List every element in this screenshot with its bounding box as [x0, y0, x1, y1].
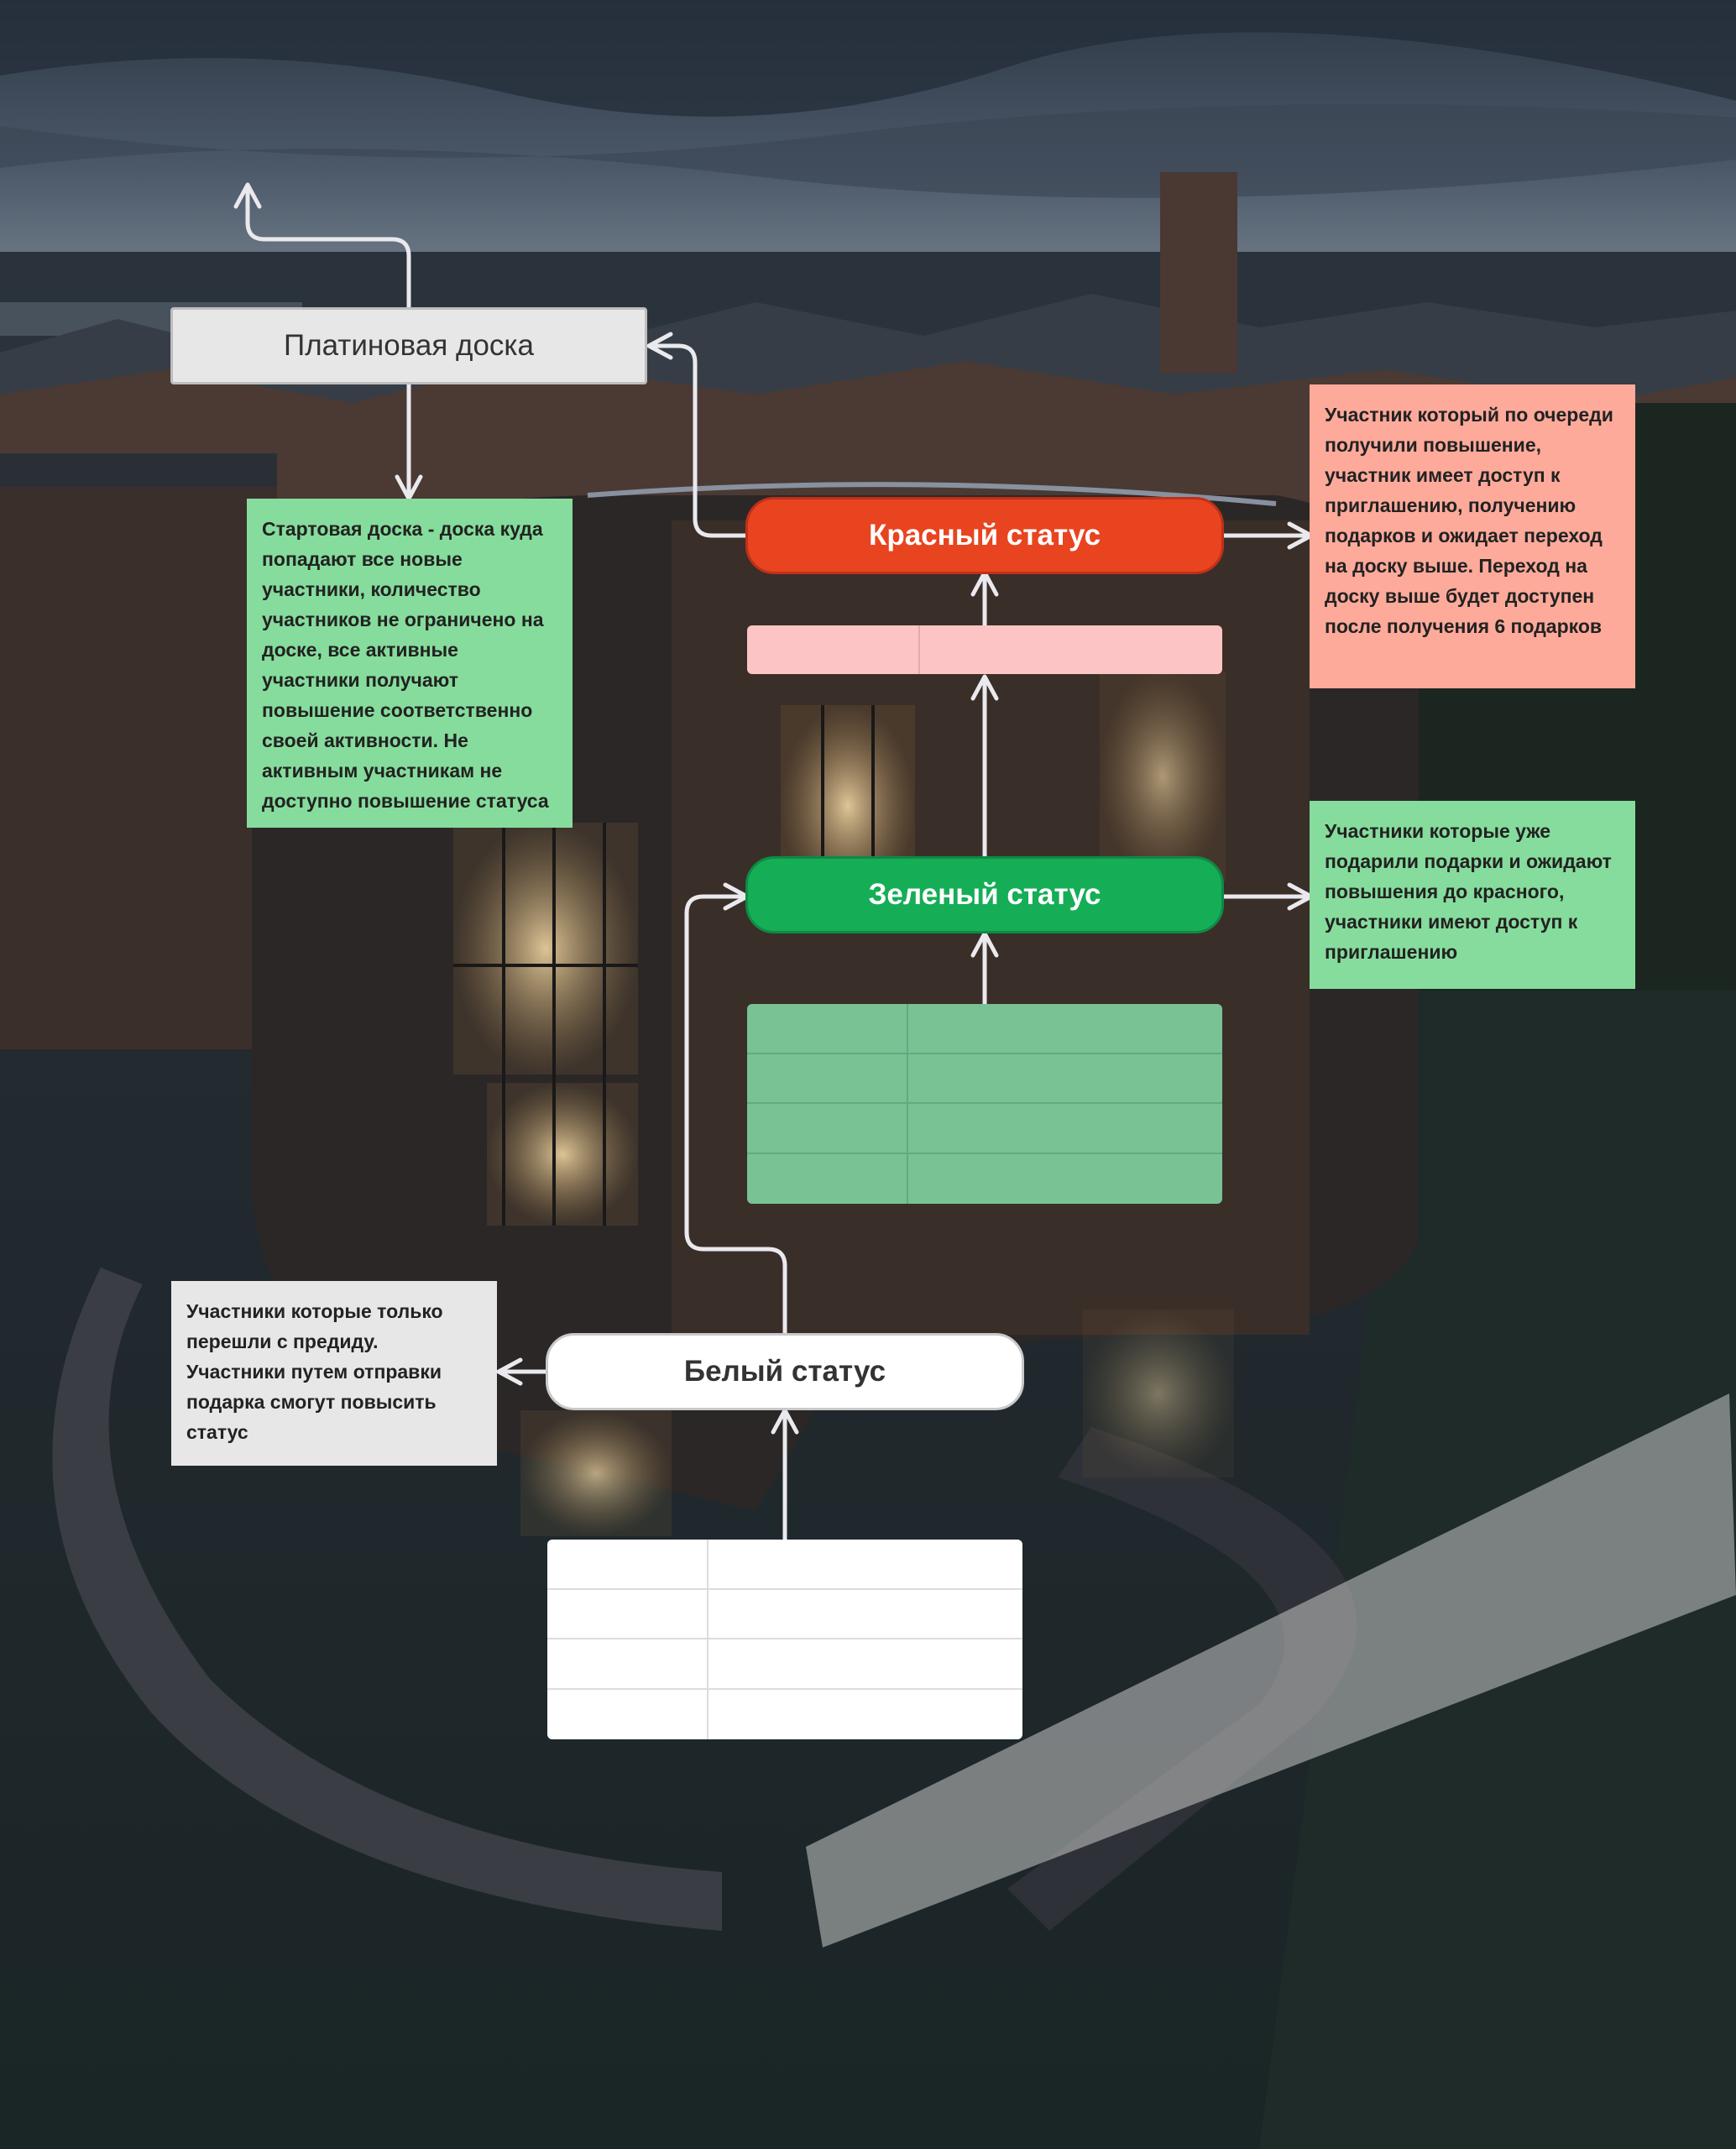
arrow-red-to-platinum — [646, 332, 750, 538]
red-status-label: Красный статус — [868, 519, 1101, 552]
table-cell — [547, 1589, 709, 1639]
table-cell — [709, 1590, 1022, 1639]
red-status-text: Участник который по очереди получили пов… — [1325, 404, 1613, 637]
table-cell — [547, 1639, 709, 1690]
red-status-node[interactable]: Красный статус — [745, 497, 1224, 574]
white-status-label: Белый статус — [683, 1355, 886, 1388]
table-cell — [747, 1104, 908, 1154]
table-cell — [920, 625, 1222, 674]
table-cell — [709, 1639, 1022, 1690]
arrow-white-to-green — [684, 882, 787, 1336]
table-cell — [747, 625, 920, 674]
table-cell — [908, 1154, 1222, 1205]
arrow-platinum-exit — [233, 182, 411, 311]
platinum-board-label: Платиновая доска — [284, 329, 534, 362]
green-status-text: Участники которые уже подарили подарки и… — [1325, 820, 1612, 963]
red-status-note: Участник который по очереди получили пов… — [1310, 384, 1635, 688]
white-queue-table — [547, 1540, 1022, 1739]
white-status-note: Участники которые только перешли с преди… — [171, 1281, 497, 1466]
white-status-text: Участники которые только перешли с преди… — [186, 1300, 443, 1443]
green-queue-table — [747, 1004, 1222, 1204]
red-queue-table — [747, 625, 1222, 674]
table-cell — [709, 1690, 1022, 1740]
green-status-note: Участники которые уже подарили подарки и… — [1310, 801, 1635, 989]
green-status-node[interactable]: Зеленый статус — [745, 856, 1224, 933]
table-cell — [747, 1153, 908, 1204]
table-cell — [747, 1004, 908, 1054]
table-cell — [709, 1540, 1022, 1590]
start-board-text: Стартовая доска - доска куда попадают вс… — [262, 518, 549, 812]
table-cell — [908, 1054, 1222, 1104]
green-status-label: Зеленый статус — [868, 878, 1101, 911]
table-cell — [547, 1689, 709, 1739]
table-cell — [747, 1054, 908, 1104]
table-cell — [547, 1540, 709, 1590]
table-cell — [908, 1004, 1222, 1054]
platinum-board-node[interactable]: Платиновая доска — [170, 307, 647, 384]
start-board-note: Стартовая доска - доска куда попадают вс… — [247, 499, 573, 828]
white-status-node[interactable]: Белый статус — [546, 1333, 1024, 1410]
table-cell — [908, 1104, 1222, 1154]
